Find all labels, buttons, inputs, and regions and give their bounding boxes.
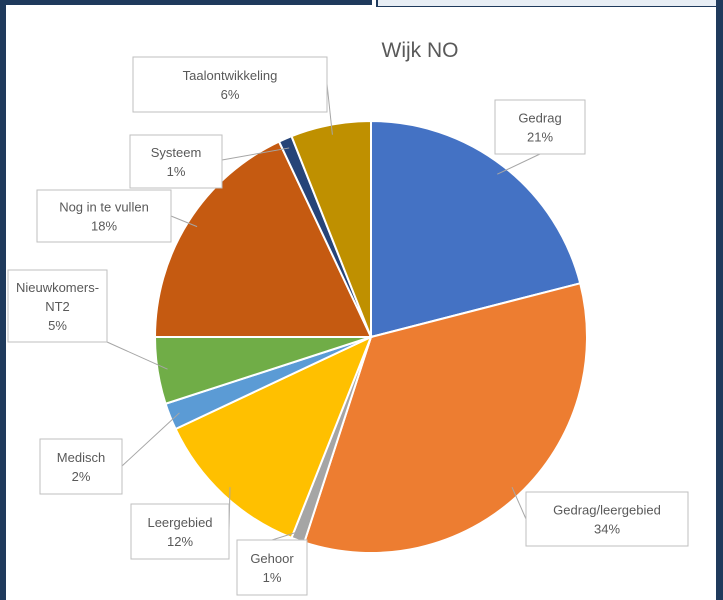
callout-medisch-box	[39, 438, 123, 495]
callout-gedrag-category: Gedrag	[518, 111, 561, 126]
data-label-callouts: Gedrag 21% Gedrag/leergebied 34% Gehoor 1% Lee…	[7, 56, 689, 596]
callout-systeem-leader-line	[221, 147, 290, 161]
callout-nieuwkomers-nt2-leader-line	[106, 341, 168, 370]
chart-title: Wijk NO	[382, 39, 459, 62]
callout-leergebied-percent: 12%	[167, 534, 193, 549]
callout-medisch-leader-line	[121, 412, 180, 467]
callout-nieuwkomers-nt2-category: NT2	[45, 299, 70, 314]
pie-slice-taalontwikkeling	[290, 119, 372, 338]
callout-nog-in-te-vullen-percent: 18%	[91, 219, 117, 234]
callout-nog-in-te-vullen-leader-line	[170, 215, 198, 228]
callout-systeem-box	[129, 134, 223, 189]
callout-gehoor-category: Gehoor	[250, 551, 294, 566]
adjacent-window-edge	[378, 0, 723, 6]
window-border-right	[716, 0, 723, 600]
callout-medisch-category: Medisch	[57, 450, 105, 465]
pie-slice-leergebied	[174, 335, 373, 540]
callout-gehoor-percent: 1%	[263, 570, 282, 585]
pie-slices	[153, 119, 588, 554]
callout-leergebied-box	[130, 503, 230, 560]
callout-gedrag-leergebied-category: Gedrag/leergebied	[553, 503, 661, 518]
callout-gedrag-percent: 21%	[527, 130, 553, 145]
pie-slice-gedrag-leergebied	[302, 282, 588, 554]
callout-gehoor-box	[236, 539, 308, 596]
callout-systeem-percent: 1%	[167, 164, 186, 179]
callout-nieuwkomers-nt2-category: Nieuwkomers-	[16, 280, 99, 295]
callout-gedrag-leader-line	[497, 153, 541, 175]
callout-taalontwikkeling-percent: 6%	[221, 87, 240, 102]
callout-nieuwkomers-nt2-percent: 5%	[48, 318, 67, 333]
window-border-left	[0, 0, 6, 600]
callout-gedrag-leergebied-box	[525, 491, 689, 547]
pie-slice-gedrag	[370, 119, 582, 339]
callout-gedrag-box	[494, 99, 586, 155]
callout-nog-in-te-vullen-box	[36, 189, 172, 243]
callout-taalontwikkeling-leader-line	[326, 83, 333, 135]
callout-gedrag-leergebied-leader-line	[511, 486, 527, 520]
callout-nog-in-te-vullen-category: Nog in te vullen	[59, 200, 149, 215]
callout-taalontwikkeling-box	[132, 56, 328, 113]
callout-taalontwikkeling-category: Taalontwikkeling	[183, 68, 278, 83]
callout-systeem-category: Systeem	[151, 145, 202, 160]
callout-nieuwkomers-nt2-box	[7, 269, 108, 343]
callout-gehoor-leader-line	[271, 530, 302, 541]
callout-leergebied-category: Leergebied	[147, 515, 212, 530]
window-border-top-left	[0, 0, 372, 5]
callout-gedrag-leergebied-percent: 34%	[594, 522, 620, 537]
callout-medisch-percent: 2%	[72, 469, 91, 484]
